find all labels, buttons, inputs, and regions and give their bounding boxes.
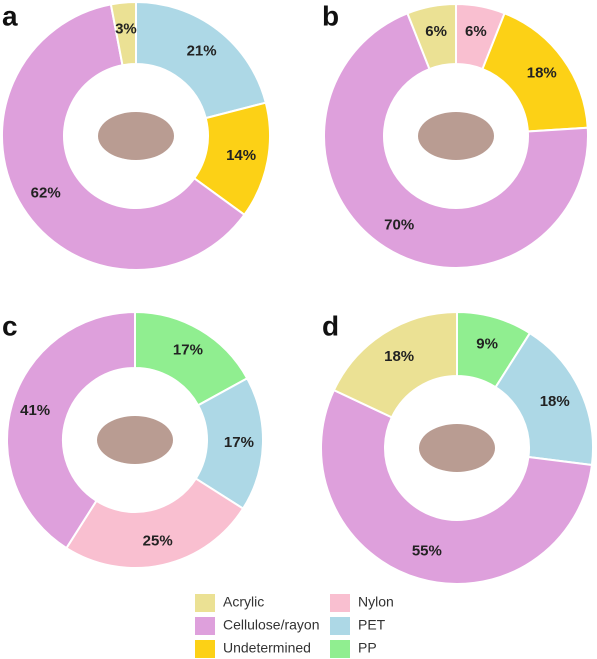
legend-label: PET [358, 617, 386, 633]
specimen-image [418, 112, 494, 160]
panel-label: d [322, 310, 339, 341]
donut-segment [323, 11, 589, 269]
donut-segment [6, 310, 136, 550]
panel-label: c [2, 310, 18, 341]
legend-swatch [195, 594, 215, 612]
panel-label: b [322, 0, 339, 31]
data-label: 55% [412, 543, 442, 560]
donut-segment [332, 310, 458, 419]
data-label: 17% [173, 341, 203, 358]
data-label: 25% [143, 532, 173, 549]
legend-swatch [330, 617, 350, 635]
donut-segment [109, 0, 137, 67]
legend-label: PP [358, 640, 377, 656]
donut-segment [1, 3, 246, 271]
data-label: 14% [226, 147, 256, 164]
data-label: 3% [115, 20, 137, 37]
panel-label: a [2, 0, 18, 31]
data-label: 41% [20, 402, 50, 419]
specimen-image [98, 112, 174, 160]
legend-swatch [195, 640, 215, 658]
donut-segment [135, 0, 268, 120]
data-label: 18% [540, 393, 570, 410]
donut-segment [406, 2, 457, 71]
data-label: 18% [527, 65, 557, 82]
data-label: 6% [425, 23, 447, 40]
legend-swatch [330, 640, 350, 658]
data-label: 70% [384, 216, 414, 233]
specimen-image [419, 424, 495, 472]
data-label: 17% [224, 434, 254, 451]
legend-label: Undetermined [223, 640, 311, 656]
legend-swatch [195, 617, 215, 635]
donut-segment [65, 477, 245, 569]
data-label: 18% [384, 348, 414, 365]
data-label: 21% [187, 42, 217, 59]
legend-label: Nylon [358, 594, 394, 610]
donut-segment [320, 388, 594, 585]
data-label: 62% [31, 184, 61, 201]
legend-swatch [330, 594, 350, 612]
specimen-image [97, 416, 173, 464]
data-label: 6% [465, 23, 487, 40]
data-label: 9% [476, 335, 498, 352]
legend-label: Acrylic [223, 594, 264, 610]
legend-label: Cellulose/rayon [223, 617, 320, 633]
